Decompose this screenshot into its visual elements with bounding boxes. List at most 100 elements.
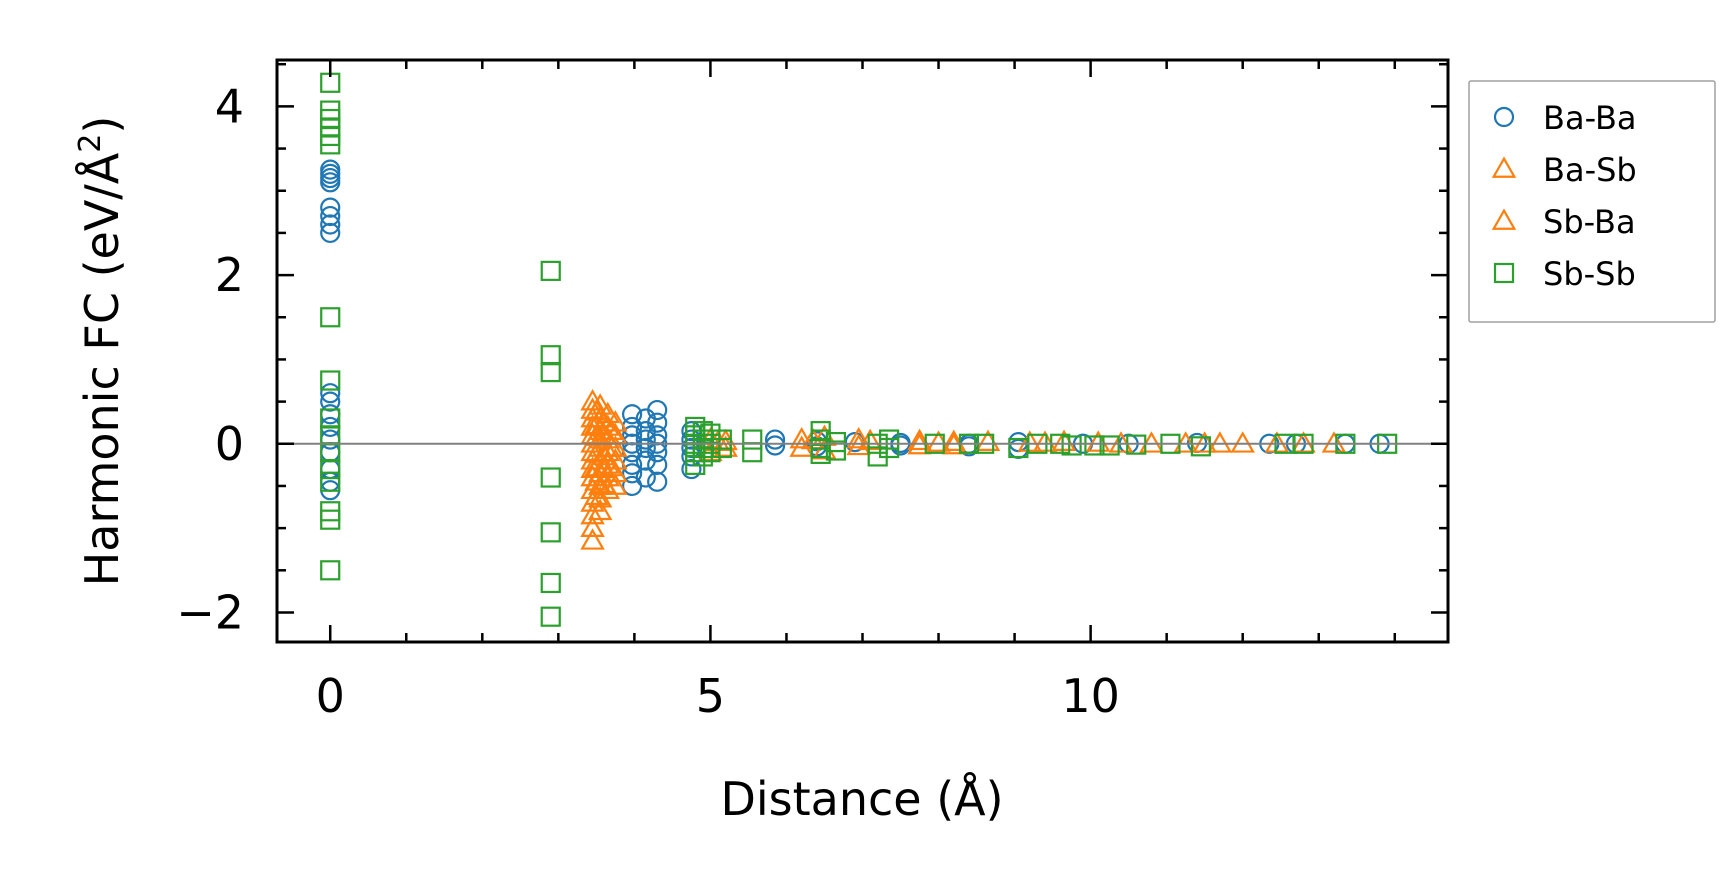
data-point-ba-sb [789, 435, 814, 457]
data-point-ba-sb [1264, 431, 1290, 453]
data-point-sb-sb [540, 467, 561, 488]
data-point-ba-sb [580, 515, 605, 537]
data-point-ba-ba [647, 471, 668, 492]
series-sb-ba [584, 399, 1316, 505]
data-point-ba-ba [681, 458, 702, 480]
data-point-ba-sb [1207, 431, 1233, 453]
data-point-sb-sb [540, 361, 561, 383]
data-point-ba-sb [1230, 431, 1255, 453]
y-axis-title-superscript: 2 [73, 134, 108, 153]
data-point-ba-sb [580, 502, 605, 525]
x-axis-title: Distance (Å) [720, 772, 1003, 826]
data-point-sb-sb [711, 437, 732, 459]
legend-label-ba-sb: Ba-Sb [1543, 151, 1637, 189]
y-axis-title-close: ) [75, 116, 129, 134]
data-point-sb-ba [584, 441, 609, 463]
legend-frame [1468, 80, 1716, 323]
data-point-sb-sb [742, 429, 763, 450]
legend-marker-sb-ba [1491, 208, 1517, 230]
legend-label-sb-ba: Sb-Ba [1543, 203, 1636, 241]
data-point-sb-ba [584, 469, 609, 491]
legend-marker-ba-ba [1493, 106, 1515, 128]
data-point-ba-sb [1321, 431, 1347, 453]
data-point-sb-sb [1099, 435, 1120, 456]
data-point-sb-ba [591, 471, 617, 494]
data-point-sb-sb [540, 606, 561, 627]
data-marks [320, 72, 1398, 627]
data-point-sb-sb [825, 440, 846, 461]
data-point-sb-ba [584, 454, 609, 477]
tick-labels: 0 5 10 −2 0 2 4 [176, 79, 1120, 723]
data-point-sb-sb [320, 509, 341, 530]
data-point-sb-ba [857, 428, 883, 451]
data-point-sb-sb [1061, 435, 1082, 456]
data-point-sb-ba [1291, 431, 1316, 453]
y-tick-label: 0 [215, 417, 244, 471]
data-point-ba-ba [622, 463, 643, 484]
data-point-sb-sb [540, 260, 561, 281]
data-point-sb-sb [540, 345, 561, 366]
data-point-sb-sb [320, 370, 341, 391]
data-point-ba-ba [320, 205, 341, 227]
x-tick-label: 5 [696, 669, 725, 723]
y-tick-label: 4 [215, 79, 244, 133]
data-point-ba-ba [320, 391, 341, 412]
data-point-sb-ba [584, 399, 609, 421]
data-point-ba-ba [320, 383, 341, 404]
data-point-ba-sb [846, 426, 871, 449]
data-point-ba-ba [320, 222, 341, 244]
data-point-ba-sb [595, 439, 621, 462]
data-point-ba-ba [635, 429, 656, 450]
legend-label-ba-ba: Ba-Ba [1543, 99, 1637, 137]
axis-ticks [277, 60, 1448, 642]
data-point-sb-sb [320, 471, 341, 492]
y-axis-title-main: Harmonic FC (eV/Å [75, 152, 129, 586]
data-point-sb-sb [810, 443, 831, 465]
data-point-sb-sb [320, 134, 341, 155]
data-point-sb-sb [742, 442, 763, 463]
legend-marker-ba-sb [1491, 156, 1517, 178]
legend-label-sb-sb: Sb-Sb [1543, 255, 1636, 293]
data-point-sb-sb [320, 560, 341, 581]
data-point-sb-sb [320, 307, 341, 328]
data-point-sb-sb [320, 408, 341, 429]
x-tick-label: 0 [316, 669, 345, 723]
legend: Ba-Ba Ba-Sb Sb-Ba Sb-Sb [1468, 80, 1716, 323]
data-point-sb-sb [320, 458, 341, 480]
legend-marker-sb-sb [1493, 262, 1515, 284]
series-ba-sb [580, 389, 1347, 550]
plot-frame [275, 58, 1450, 644]
data-point-sb-ba [591, 410, 617, 432]
data-point-sb-ba [591, 456, 617, 478]
data-point-sb-sb [1190, 436, 1211, 457]
data-point-sb-sb [879, 437, 900, 459]
series-sb-sb [320, 72, 1398, 627]
data-point-ba-sb [587, 498, 613, 521]
data-point-ba-ba [320, 172, 341, 193]
data-point-ba-ba [320, 214, 341, 235]
y-axis-title: Harmonic FC (eV/Å2) [73, 116, 129, 587]
data-point-ba-sb [580, 528, 605, 550]
data-point-sb-sb [1084, 435, 1105, 456]
x-tick-label: 10 [1061, 669, 1120, 723]
data-point-sb-sb [540, 522, 561, 543]
data-point-ba-ba [764, 435, 786, 456]
data-point-ba-ba [890, 435, 911, 456]
data-point-ba-ba [764, 429, 786, 450]
data-point-ba-ba [647, 412, 668, 433]
data-point-sb-ba [584, 412, 609, 435]
data-point-ba-sb [789, 426, 814, 449]
data-point-ba-ba [320, 442, 341, 463]
y-tick-label: 2 [215, 248, 244, 302]
data-point-ba-ba [635, 437, 656, 459]
data-point-ba-sb [1017, 430, 1043, 452]
data-point-sb-ba [599, 454, 624, 477]
data-point-ba-sb [846, 433, 871, 456]
data-point-ba-ba [320, 197, 341, 218]
data-point-ba-ba [647, 399, 668, 421]
data-point-ba-ba [622, 404, 643, 425]
y-tick-label: −2 [176, 585, 244, 639]
data-point-ba-ba [647, 454, 668, 475]
data-point-ba-ba [635, 467, 656, 488]
